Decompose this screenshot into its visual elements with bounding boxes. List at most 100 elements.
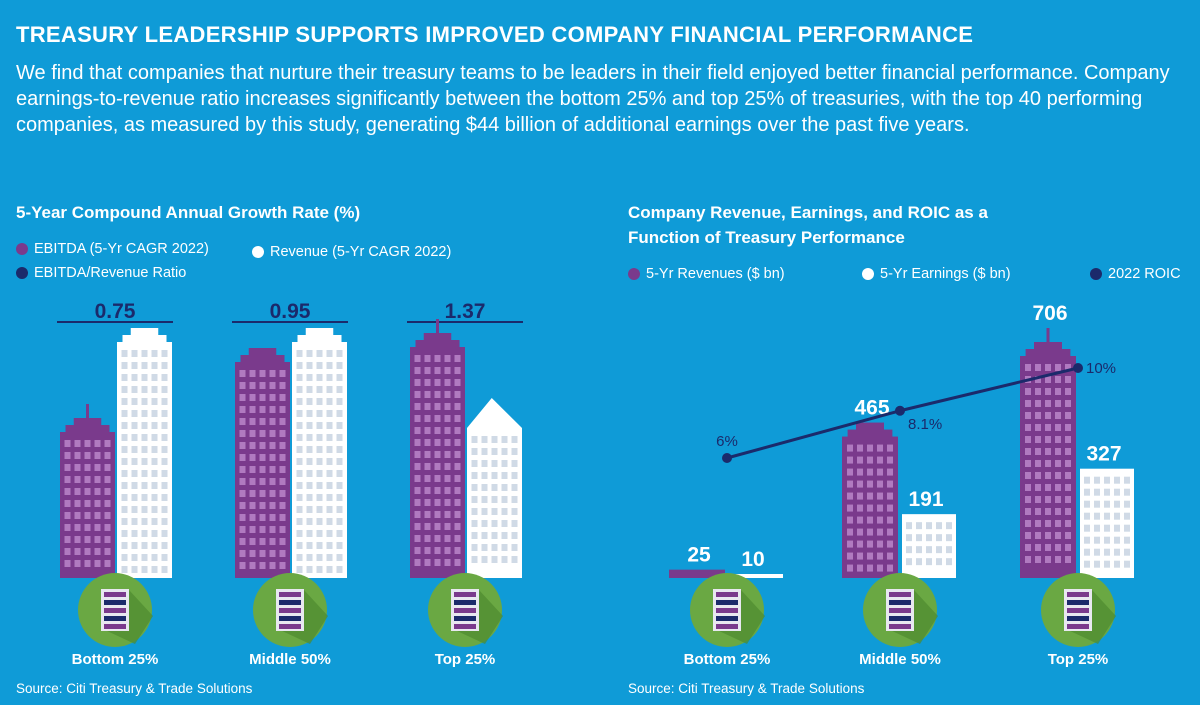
revenue-bar-window xyxy=(131,554,138,561)
earnings-bar-window xyxy=(916,546,922,554)
ebitda-bar-window xyxy=(239,526,246,533)
ebitda-bar-window xyxy=(239,418,246,425)
earnings-bar-window xyxy=(1084,548,1090,556)
revenue-bar-window xyxy=(511,556,518,563)
ebitda-bar-window xyxy=(444,487,451,494)
revenue-bar-window xyxy=(1035,436,1041,443)
category-badge-icon-stripe xyxy=(279,608,301,613)
revenue-bar-window xyxy=(131,482,138,489)
revenue-bar-window xyxy=(857,468,863,476)
revenue-bar-window xyxy=(336,542,343,549)
ebitda-bar-window xyxy=(424,535,431,542)
revenue-bar-window xyxy=(1045,484,1051,491)
ebitda-bar-window xyxy=(454,379,461,386)
revenue-bar-window xyxy=(141,434,148,441)
revenue-bar-window xyxy=(857,540,863,548)
category-badge-icon-stripe xyxy=(716,624,738,629)
roic-point xyxy=(1073,363,1083,373)
revenue-bar-window xyxy=(481,448,488,455)
revenue-bar-window xyxy=(316,362,323,369)
earnings-bar-window xyxy=(1104,512,1110,520)
legend-earnings: 5-Yr Earnings ($ bn) xyxy=(862,266,1011,282)
revenue-bar-window xyxy=(306,542,313,549)
revenue-bar-window xyxy=(161,398,168,405)
ebitda-bar-window xyxy=(414,487,421,494)
revenue-bar-window xyxy=(306,446,313,453)
ebitda-bar-window xyxy=(104,548,111,555)
ebitda-bar-window xyxy=(434,475,441,482)
revenue-bar-window xyxy=(847,492,853,500)
revenue-bar-window xyxy=(151,530,158,537)
ebitda-bar-window xyxy=(269,430,276,437)
ebitda-bar-antenna xyxy=(86,404,89,418)
ebitda-bar-window xyxy=(424,451,431,458)
revenue-bar-window xyxy=(131,566,138,573)
ebitda-bar-window xyxy=(84,440,91,447)
ebitda-bar-window xyxy=(259,490,266,497)
ebitda-bar-crown xyxy=(65,425,110,433)
revenue-bar-window xyxy=(857,564,863,572)
revenue-bar-window xyxy=(491,496,498,503)
revenue-bar-window xyxy=(316,554,323,561)
revenue-bar-window xyxy=(151,566,158,573)
revenue-bar-window xyxy=(336,350,343,357)
revenue-bar-window xyxy=(471,532,478,539)
revenue-bar-window xyxy=(1065,364,1071,371)
ebitda-bar-window xyxy=(249,442,256,449)
revenue-bar-window xyxy=(141,554,148,561)
revenue-bar-window xyxy=(1025,556,1031,563)
ebitda-bar-window xyxy=(239,478,246,485)
ebitda-bar-window xyxy=(64,476,71,483)
ebitda-bar-crown xyxy=(240,355,285,363)
revenue-bar-window xyxy=(306,362,313,369)
revenue-bar-window xyxy=(867,444,873,452)
revenue-bar-window xyxy=(161,434,168,441)
category-badge-icon-stripe xyxy=(1067,624,1089,629)
ebitda-bar-window xyxy=(94,452,101,459)
legend-label-revenue: Revenue (5-Yr CAGR 2022) xyxy=(270,244,452,260)
revenue-bar-window xyxy=(1055,388,1061,395)
revenue-bar-window xyxy=(1055,460,1061,467)
ebitda-bar-window xyxy=(249,454,256,461)
revenue-bar-window xyxy=(877,552,883,560)
revenue-bar-window xyxy=(296,386,303,393)
right-chart-title: Company Revenue, Earnings, and ROIC as a… xyxy=(628,203,988,247)
ebitda-bar-window xyxy=(259,430,266,437)
category-label: Middle 50% xyxy=(859,651,941,668)
revenue-bar-window xyxy=(511,544,518,551)
revenue-bar-window xyxy=(121,434,128,441)
revenue-bar-window xyxy=(161,410,168,417)
revenue-bar-window xyxy=(481,532,488,539)
earnings-bar-window xyxy=(936,534,942,542)
revenue-bar-window xyxy=(296,410,303,417)
earnings-bar-window xyxy=(1124,500,1130,508)
revenue-bar-window xyxy=(1055,556,1061,563)
revenue-bar-window xyxy=(161,446,168,453)
ebitda-bar-window xyxy=(74,440,81,447)
revenue-bar-window xyxy=(491,448,498,455)
ebitda-bar-window xyxy=(239,394,246,401)
ebitda-bar-window xyxy=(239,490,246,497)
category-badge-icon-stripe xyxy=(1067,600,1089,605)
revenue-bar-crown-top xyxy=(305,328,334,336)
earnings-bar-window xyxy=(1124,512,1130,520)
ebitda-bar-window xyxy=(269,538,276,545)
earnings-bar-window xyxy=(1084,524,1090,532)
ebitda-bar-window xyxy=(259,466,266,473)
revenue-bar-window xyxy=(131,410,138,417)
ebitda-bar xyxy=(410,319,465,578)
ebitda-bar-window xyxy=(454,355,461,362)
revenue-bar-window xyxy=(296,542,303,549)
revenue-bar-window xyxy=(867,480,873,488)
roic-label: 6% xyxy=(716,433,738,450)
revenue-bar-window xyxy=(151,554,158,561)
ebitda-bar-window xyxy=(434,559,441,566)
earnings-bar-window xyxy=(906,546,912,554)
earnings-bar-window xyxy=(1084,536,1090,544)
revenue-bar-window xyxy=(1065,508,1071,515)
revenue-bar-window xyxy=(1055,472,1061,479)
ebitda-bar-window xyxy=(74,548,81,555)
revenue-bar-window xyxy=(1045,544,1051,551)
revenue-bar-window xyxy=(131,446,138,453)
